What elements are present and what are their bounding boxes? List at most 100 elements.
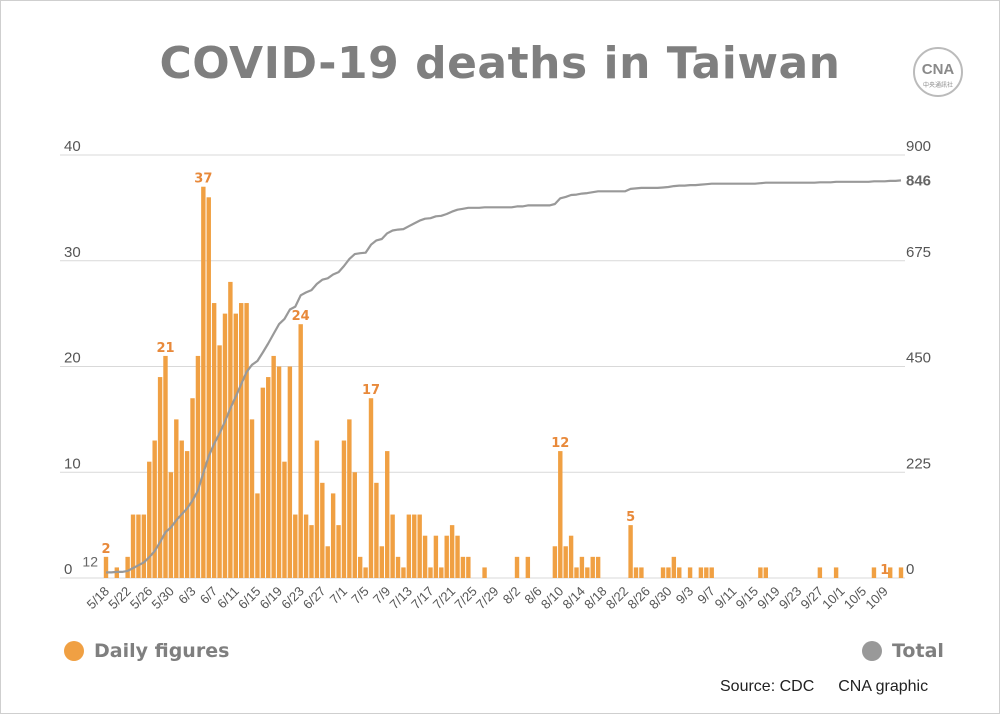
x-tick-label: 9/3 — [673, 584, 696, 607]
bar — [412, 514, 417, 578]
bar — [395, 556, 401, 578]
bar — [704, 567, 709, 578]
bar — [444, 535, 449, 578]
bar-value-label: 24 — [292, 309, 310, 324]
bar — [898, 567, 904, 578]
bar — [190, 398, 195, 578]
x-tick-label: 7/5 — [348, 584, 371, 607]
bar — [206, 197, 211, 579]
y-left-tick-label: 0 — [64, 561, 72, 578]
bar — [579, 556, 585, 578]
bar — [363, 567, 368, 578]
x-tick-label: 7/1 — [327, 584, 350, 607]
x-tick-label: 8/30 — [646, 584, 675, 613]
y-left-tick-label: 20 — [64, 350, 81, 367]
bar — [136, 514, 141, 578]
bar — [287, 366, 293, 578]
credit-text: CNA graphic — [838, 678, 929, 695]
bar — [590, 556, 595, 578]
bar — [482, 567, 487, 578]
bar — [239, 303, 244, 578]
bar — [514, 556, 520, 578]
bar — [282, 461, 287, 578]
legend-daily: Daily figures — [64, 640, 229, 662]
bar — [709, 567, 714, 578]
bar — [639, 567, 644, 578]
bar — [585, 567, 590, 578]
chart-title: COVID-19 deaths in Taiwan — [159, 38, 841, 89]
bar — [887, 567, 893, 578]
bar — [244, 303, 249, 578]
bar — [568, 535, 574, 578]
bar-value-label: 1 — [880, 563, 889, 578]
bar — [325, 546, 330, 578]
bar — [211, 303, 217, 578]
bar — [374, 482, 379, 578]
legend-total-swatch — [862, 641, 882, 661]
bar — [460, 556, 466, 578]
bar — [401, 567, 406, 578]
logo-subtext: 中央通訊社 — [923, 81, 953, 89]
bar — [390, 514, 395, 578]
bar — [336, 525, 341, 578]
daily-bars — [103, 186, 904, 579]
bar — [595, 556, 601, 578]
bar — [217, 345, 222, 578]
bar — [130, 514, 136, 578]
bar — [293, 514, 298, 578]
bar-value-label: 2 — [101, 542, 110, 557]
bar — [184, 451, 190, 578]
y-right-tick-label: 0 — [906, 561, 914, 578]
bar — [466, 556, 471, 578]
total-start-label: 12 — [82, 553, 98, 569]
total-end-label: 846 — [906, 172, 931, 189]
bar — [168, 472, 174, 578]
bar — [320, 482, 325, 578]
bar — [255, 493, 260, 578]
y-left-tick-label: 40 — [64, 138, 81, 155]
legend-total: Total — [862, 640, 944, 662]
bar — [314, 440, 320, 578]
total-line — [106, 179, 902, 574]
total-line-group — [106, 179, 902, 574]
bar — [260, 387, 266, 578]
bar — [628, 525, 633, 578]
x-tick-label: 7/29 — [473, 584, 502, 613]
legend-total-label: Total — [892, 640, 944, 662]
y-left-tick-label: 10 — [64, 455, 81, 472]
legend-daily-swatch — [64, 641, 84, 661]
bar-value-label: 17 — [362, 383, 380, 398]
bar — [677, 567, 682, 578]
bar — [195, 355, 201, 578]
bar — [417, 514, 422, 578]
bar — [271, 355, 276, 578]
bar — [298, 324, 303, 578]
bar — [174, 419, 179, 578]
bar — [222, 313, 228, 578]
bar-value-label: 12 — [551, 436, 569, 451]
bar — [525, 556, 531, 578]
bar — [633, 567, 639, 578]
bar — [341, 440, 347, 578]
y-right-tick-label: 225 — [906, 455, 931, 472]
bar — [574, 567, 579, 578]
bar — [666, 567, 671, 578]
x-tick-label: 8/2 — [500, 584, 523, 607]
bar — [179, 440, 184, 578]
bar — [276, 366, 282, 578]
bar — [163, 355, 168, 578]
bar — [352, 472, 357, 578]
bar — [763, 567, 768, 578]
source-text: Source: CDC — [720, 678, 815, 695]
bar — [309, 525, 314, 578]
bar — [157, 377, 163, 578]
bar — [817, 567, 823, 578]
source-note: Source: CDC CNA graphic — [720, 678, 952, 696]
bar — [833, 567, 839, 578]
bar — [455, 535, 460, 578]
bar — [379, 546, 385, 578]
bar — [233, 313, 238, 578]
bar — [201, 186, 206, 578]
bar — [439, 567, 444, 578]
bar — [330, 493, 336, 578]
